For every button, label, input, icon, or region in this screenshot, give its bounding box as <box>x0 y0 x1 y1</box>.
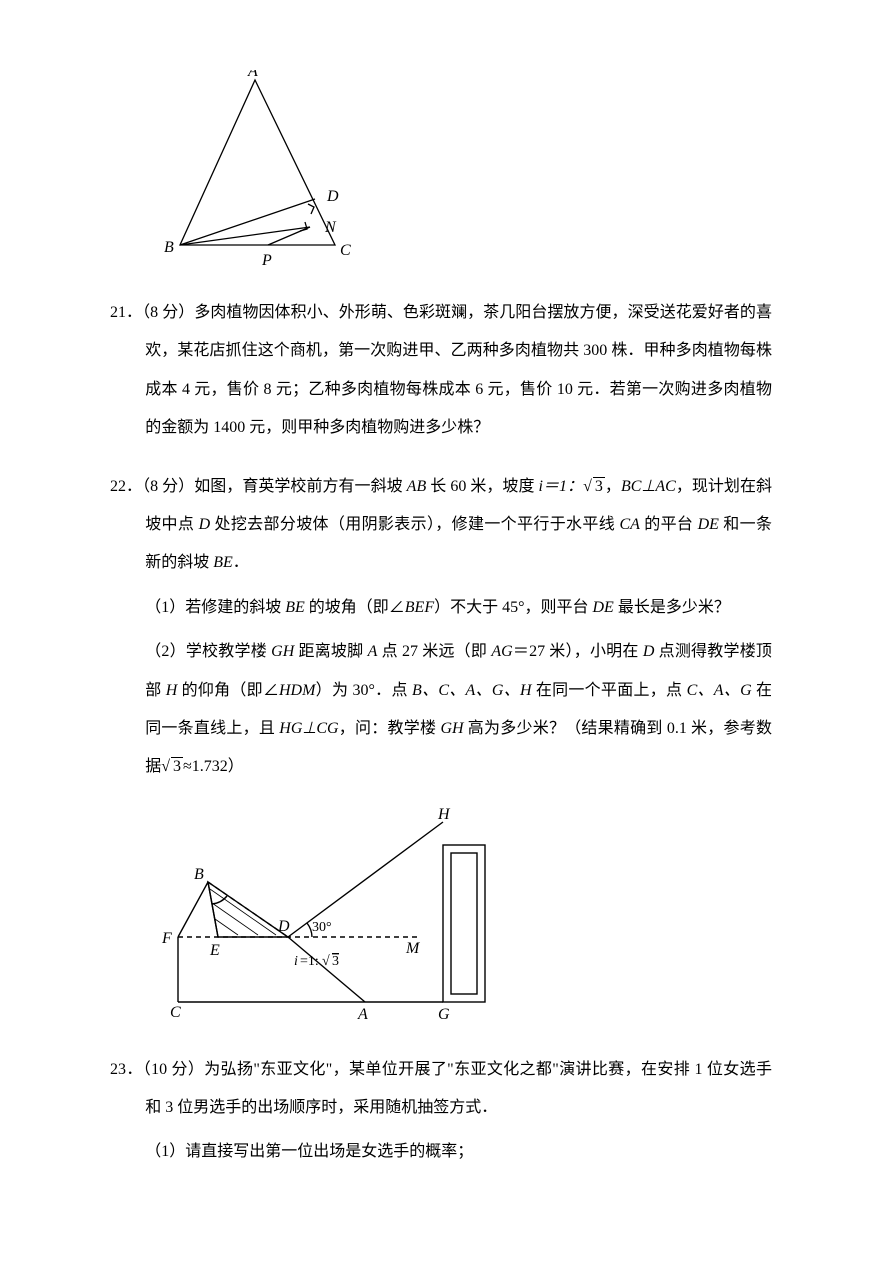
svg-text:P: P <box>261 252 272 269</box>
svg-text:F: F <box>161 930 172 947</box>
q22-sub1: （1）若修建的斜坡 BE 的坡角（即∠BEF）不大于 45°，则平台 DE 最长… <box>110 589 772 627</box>
svg-text:B: B <box>164 239 174 256</box>
svg-text:G: G <box>438 1006 450 1023</box>
q22-b: 长 60 米，坡度 <box>426 478 538 495</box>
q22-s2pts: B、C、A、G、H <box>412 682 532 699</box>
q22-s2pts2: C、A、G <box>687 682 752 699</box>
triangle-svg: A B C P D N <box>160 70 360 270</box>
q22-be: BE <box>213 554 233 571</box>
q22-D: D <box>199 516 211 533</box>
q22-s1d: 最长是多少米？ <box>614 599 730 616</box>
q22-s2f: 的仰角（即∠ <box>177 682 279 699</box>
q22-c: ， <box>605 478 621 495</box>
q22-s2g: ）为 30°．点 <box>315 682 412 699</box>
q22-s2hdm: HDM <box>279 682 315 699</box>
angle-30-label: 30° <box>312 920 332 935</box>
svg-text:M: M <box>405 940 421 957</box>
figure-triangle: A B C P D N <box>160 70 772 270</box>
q23-text: 为弘扬"东亚文化"，某单位开展了"东亚文化之都"演讲比赛，在安排 1 位女选手和… <box>145 1061 772 1116</box>
q22-s1de: DE <box>593 599 614 616</box>
ratio-label-b: =1: <box>300 954 319 969</box>
q22-s2h: 在同一个平面上，点 <box>532 682 687 699</box>
q22-s1b: 的坡角（即∠ <box>305 599 405 616</box>
q22-de: DE <box>698 516 719 533</box>
q23-points: （10 分） <box>143 1061 204 1078</box>
figure-slope: H B F E D M C A G 30° i =1: √ 3 <box>160 807 772 1027</box>
q22-bcac: BC⊥AC <box>621 478 676 495</box>
q22-f: 的平台 <box>640 516 698 533</box>
svg-text:E: E <box>209 942 220 959</box>
q22-e: 处挖去部分坡体（用阴影表示），修建一个平行于水平线 <box>210 516 619 533</box>
q22-s2a: （2）学校教学楼 <box>145 643 271 660</box>
q22-h: ． <box>233 554 249 571</box>
q21-num: 21． <box>110 304 142 321</box>
q22-s2hgcg: HG⊥CG <box>279 720 338 737</box>
question-23: 23．（10 分）为弘扬"东亚文化"，某单位开展了"东亚文化之都"演讲比赛，在安… <box>110 1051 772 1172</box>
q22-s2A: A <box>368 643 378 660</box>
svg-text:C: C <box>340 242 351 259</box>
q22-sub2: （2）学校教学楼 GH 距离坡脚 A 点 27 米远（即 AG＝27 米），小明… <box>110 633 772 787</box>
svg-text:D: D <box>277 918 290 935</box>
q22-s2H: H <box>166 682 178 699</box>
q22-s2j: ，问：教学楼 <box>339 720 441 737</box>
q22-num: 22． <box>110 478 142 495</box>
question-22: 22．（8 分）如图，育英学校前方有一斜坡 AB 长 60 米，坡度 i＝1：√… <box>110 468 772 787</box>
q22-s1bef: BEF <box>405 599 434 616</box>
svg-text:H: H <box>437 807 451 823</box>
svg-text:C: C <box>170 1004 181 1021</box>
q22-head: 22．（8 分）如图，育英学校前方有一斜坡 AB 长 60 米，坡度 i＝1：√… <box>110 468 772 583</box>
q22-ab: AB <box>407 478 427 495</box>
svg-text:B: B <box>194 866 204 883</box>
q22-s2b: 距离坡脚 <box>294 643 367 660</box>
q22-s2ag: AG <box>491 643 512 660</box>
ratio-3: 3 <box>332 954 339 969</box>
q22-s1be: BE <box>285 599 305 616</box>
sqrt3-b: √3 <box>161 758 183 775</box>
q22-s2gh: GH <box>271 643 294 660</box>
question-21: 21．（8 分）多肉植物因体积小、外形萌、色彩斑斓，茶几阳台摆放方便，深受送花爱… <box>110 294 772 448</box>
q22-points: （8 分） <box>142 478 194 495</box>
svg-text:A: A <box>357 1006 368 1023</box>
sqrt3-a: √3 <box>583 478 605 495</box>
q22-s2c: 点 27 米远（即 <box>377 643 491 660</box>
q21-body: 多肉植物因体积小、外形萌、色彩斑斓，茶几阳台摆放方便，深受送花爱好者的喜欢，某花… <box>145 304 772 436</box>
svg-text:A: A <box>247 70 258 80</box>
q22-s2gh2: GH <box>440 720 463 737</box>
ratio-sqrt: √ <box>322 954 330 969</box>
svg-text:N: N <box>324 219 337 236</box>
q23-s1: （1）请直接写出第一位出场是女选手的概率； <box>145 1143 473 1160</box>
ratio-label: i <box>294 954 298 969</box>
q22-a: 如图，育英学校前方有一斜坡 <box>194 478 406 495</box>
svg-text:D: D <box>326 188 339 205</box>
q22-s1a: （1）若修建的斜坡 <box>145 599 285 616</box>
q22-ca: CA <box>619 516 639 533</box>
slope-svg: H B F E D M C A G 30° i =1: √ 3 <box>160 807 510 1027</box>
q23-sub1: （1）请直接写出第一位出场是女选手的概率； <box>110 1133 772 1171</box>
q21-points: （8 分） <box>142 304 194 321</box>
q22-i: i＝1： <box>539 478 584 495</box>
q22-s2l: ≈1.732） <box>183 758 244 775</box>
q21-text: 21．（8 分）多肉植物因体积小、外形萌、色彩斑斓，茶几阳台摆放方便，深受送花爱… <box>110 294 772 448</box>
q22-s1c: ）不大于 45°，则平台 <box>434 599 592 616</box>
q22-s2d: ＝27 米），小明在 <box>513 643 643 660</box>
q22-s2D: D <box>643 643 655 660</box>
q23-head: 23．（10 分）为弘扬"东亚文化"，某单位开展了"东亚文化之都"演讲比赛，在安… <box>110 1051 772 1128</box>
q23-num: 23． <box>110 1061 143 1078</box>
